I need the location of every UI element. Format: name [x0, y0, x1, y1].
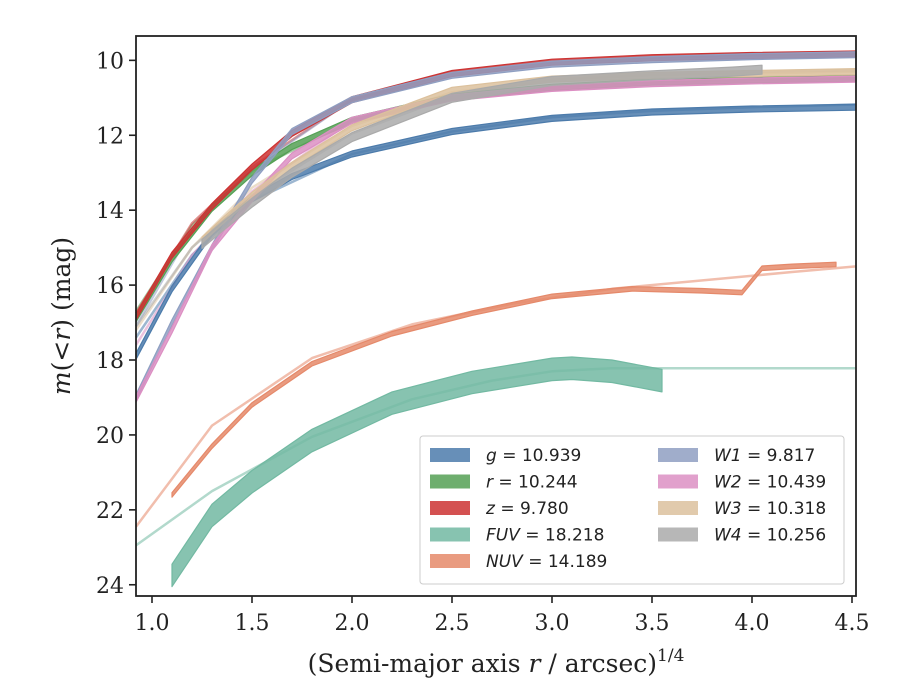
x-tick-label-7: 4.5 — [835, 611, 870, 636]
legend-label-fuv: FUV = 18.218 — [486, 526, 604, 546]
legend-swatch-nuv — [430, 554, 470, 568]
series-w1-data-band — [135, 51, 857, 402]
legend-swatch-g — [430, 448, 470, 462]
x-tick-label-4: 3.0 — [535, 611, 570, 636]
legend-swatch-w3 — [658, 501, 698, 515]
legend-label-w4: W4 = 10.256 — [714, 526, 826, 546]
y-tick-label-2: 14 — [96, 199, 124, 224]
legend-label-r: r = 10.244 — [486, 473, 578, 493]
legend-swatch-r — [430, 474, 470, 489]
y-tick-label-1: 12 — [96, 124, 124, 149]
y-tick-label-0: 10 — [96, 49, 124, 74]
series-g-data-band — [135, 103, 857, 360]
y-tick-label-3: 16 — [96, 274, 124, 299]
legend-label-w3: W3 = 10.318 — [714, 499, 826, 519]
series-fuv-data-band — [171, 356, 663, 588]
y-tick-label-7: 24 — [96, 574, 124, 599]
x-axis-label: (Semi-major axis r / arcsec)1/4 — [308, 646, 685, 678]
y-tick-label-4: 18 — [96, 349, 124, 374]
legend-label-g: g = 10.939 — [486, 446, 581, 466]
series-w4-data-band — [201, 64, 763, 249]
x-tick-label-3: 2.5 — [435, 611, 470, 636]
legend-box — [419, 435, 845, 585]
x-tick-label-5: 3.5 — [635, 611, 670, 636]
legend-swatch-w2 — [658, 474, 698, 489]
legend-swatch-w4 — [658, 527, 698, 542]
legend-swatch-fuv — [430, 527, 470, 542]
legend-label-nuv: NUV = 14.189 — [486, 552, 607, 572]
y-axis-label: m(<r) (mag) — [47, 237, 76, 395]
x-tick-label-6: 4.0 — [735, 611, 770, 636]
series-g-model-line — [134, 103, 857, 339]
x-tick-label-0: 1.0 — [135, 611, 170, 636]
x-tick-label-2: 2.0 — [335, 611, 370, 636]
y-tick-label-6: 22 — [96, 499, 124, 524]
legend-swatch-w1 — [658, 448, 698, 462]
legend-label-w1: W1 = 9.817 — [714, 446, 815, 466]
legend-label-w2: W2 = 10.439 — [714, 473, 826, 493]
series-nuv-data-band — [171, 261, 837, 498]
legend-label-z: z = 9.780 — [485, 499, 569, 519]
x-tick-label-1: 1.5 — [235, 611, 270, 636]
legend: g = 10.939 r = 10.244 z = 9.780 FUV = 18.21… — [419, 435, 845, 585]
axis-ticks-layer: 1.0 1.5 2.0 2.5 3.0 3.5 4.0 4.5 10 12 14 16 18 20 22 24 — [96, 49, 870, 636]
y-tick-label-5: 20 — [96, 424, 124, 449]
plot-frame — [135, 35, 857, 597]
legend-swatch-z — [430, 501, 470, 515]
